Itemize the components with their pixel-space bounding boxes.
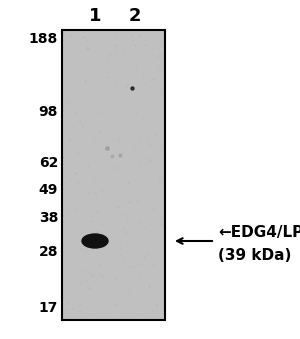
Text: 1: 1 xyxy=(89,7,101,25)
Text: 98: 98 xyxy=(39,105,58,119)
Text: 62: 62 xyxy=(39,156,58,170)
Text: 17: 17 xyxy=(39,301,58,315)
Text: 38: 38 xyxy=(39,211,58,225)
Bar xyxy=(62,30,165,320)
Text: 188: 188 xyxy=(29,32,58,46)
Text: ←EDG4/LPA: ←EDG4/LPA xyxy=(218,224,300,239)
Ellipse shape xyxy=(82,234,108,248)
Text: (39 kDa): (39 kDa) xyxy=(218,247,291,262)
Text: 2: 2 xyxy=(129,7,141,25)
Text: 28: 28 xyxy=(38,245,58,259)
Text: 49: 49 xyxy=(39,183,58,197)
